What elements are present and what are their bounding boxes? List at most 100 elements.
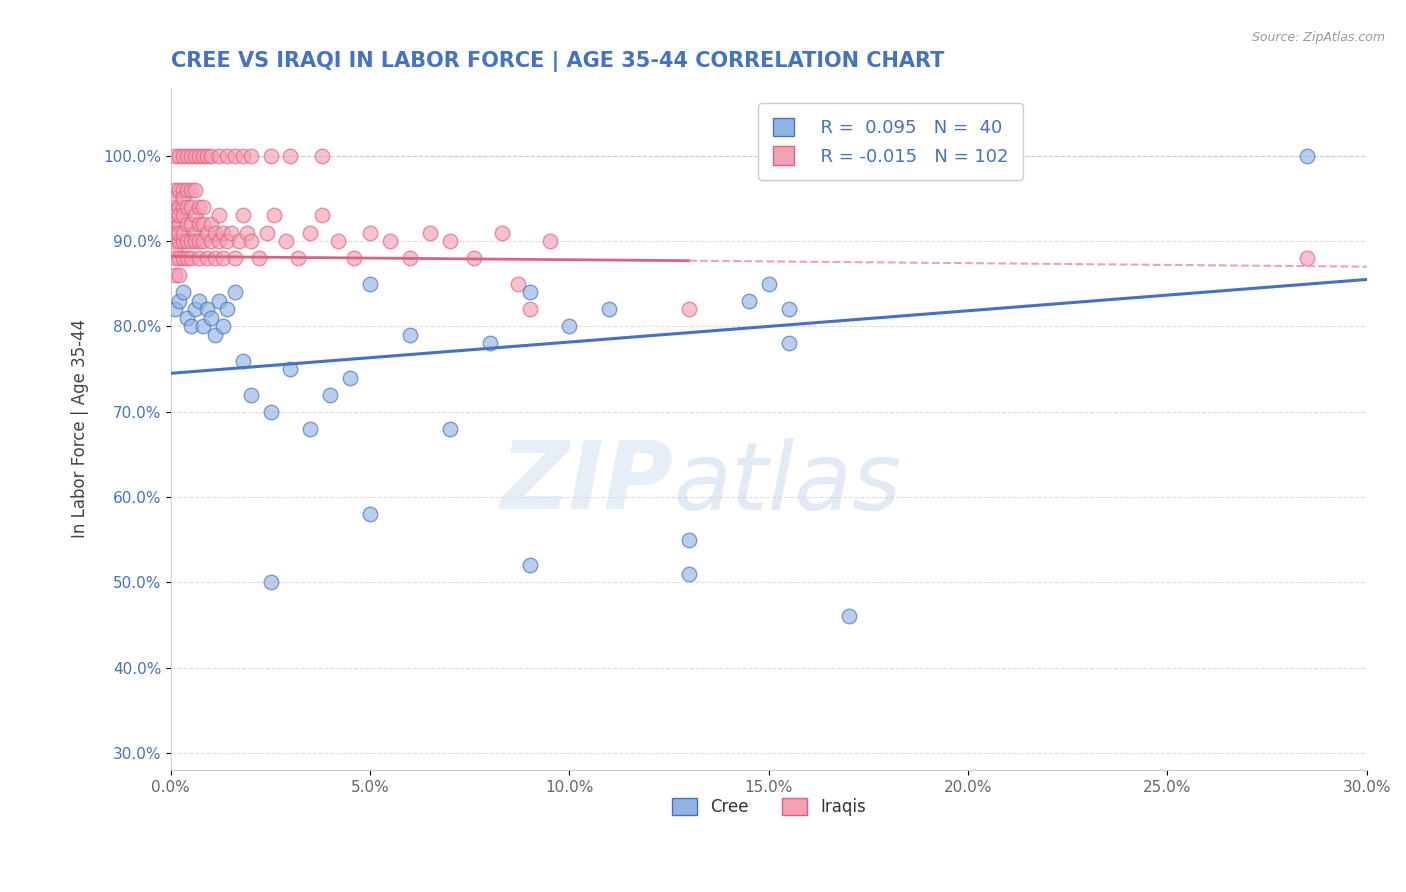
Point (184, 209, 207, 223)
Point (167, 209, 190, 223)
Point (311, 209, 333, 223)
Point (256, 226, 278, 240)
Point (195, 302, 218, 317)
Point (180, 183, 202, 197)
Point (176, 149, 198, 163)
Point (224, 285, 246, 300)
Point (163, 251, 186, 265)
Point (172, 200, 194, 214)
Point (208, 234, 231, 248)
Point (519, 302, 541, 317)
Point (359, 507, 381, 521)
Point (195, 149, 218, 163)
Point (219, 226, 242, 240)
Point (211, 251, 233, 265)
Point (538, 234, 561, 248)
Point (208, 149, 231, 163)
Point (167, 200, 190, 214)
Point (191, 149, 214, 163)
Point (343, 251, 366, 265)
Point (378, 234, 401, 248)
Point (195, 226, 218, 240)
Point (172, 183, 194, 197)
Point (478, 336, 501, 351)
Point (224, 149, 246, 163)
Point (200, 310, 222, 325)
Point (163, 149, 186, 163)
Point (224, 251, 246, 265)
Point (172, 149, 194, 163)
Point (1296, 251, 1319, 265)
Point (558, 319, 581, 334)
Point (172, 251, 194, 265)
Point (187, 234, 209, 248)
Point (187, 149, 209, 163)
Point (195, 251, 218, 265)
Point (163, 234, 186, 248)
Point (184, 149, 207, 163)
Point (280, 362, 302, 376)
Point (211, 226, 233, 240)
Point (247, 251, 270, 265)
Point (184, 302, 207, 317)
Point (678, 566, 700, 581)
Point (239, 149, 262, 163)
Point (204, 226, 226, 240)
Point (778, 302, 800, 317)
Point (180, 251, 202, 265)
Point (163, 226, 186, 240)
Point (299, 226, 322, 240)
Point (191, 319, 214, 334)
Point (204, 251, 226, 265)
Point (191, 234, 214, 248)
Point (678, 533, 700, 547)
Point (163, 243, 186, 257)
Point (838, 609, 860, 624)
Point (232, 353, 254, 368)
Point (359, 226, 381, 240)
Point (439, 422, 461, 436)
Point (778, 336, 800, 351)
Point (172, 226, 194, 240)
Point (163, 200, 186, 214)
Point (215, 149, 238, 163)
Point (263, 209, 285, 223)
Point (163, 302, 186, 317)
Point (328, 234, 350, 248)
Point (280, 149, 302, 163)
Point (167, 149, 190, 163)
Point (191, 200, 214, 214)
Point (180, 234, 202, 248)
Point (235, 226, 257, 240)
Point (299, 422, 322, 436)
Point (339, 370, 361, 384)
Point (176, 251, 198, 265)
Text: ZIP: ZIP (501, 437, 673, 529)
Point (211, 319, 233, 334)
Point (319, 387, 342, 401)
Point (191, 217, 214, 231)
Point (167, 183, 190, 197)
Point (399, 327, 422, 342)
Point (239, 387, 262, 401)
Point (200, 234, 222, 248)
Point (176, 234, 198, 248)
Point (176, 183, 198, 197)
Text: CREE VS IRAQI IN LABOR FORCE | AGE 35-44 CORRELATION CHART: CREE VS IRAQI IN LABOR FORCE | AGE 35-44… (172, 51, 945, 71)
Point (239, 234, 262, 248)
Point (276, 234, 298, 248)
Point (232, 209, 254, 223)
Point (184, 234, 207, 248)
Point (167, 226, 190, 240)
Point (259, 575, 281, 590)
Point (187, 200, 209, 214)
Point (184, 183, 207, 197)
Point (176, 310, 198, 325)
Point (184, 226, 207, 240)
Legend: Cree, Iraqis: Cree, Iraqis (665, 791, 873, 823)
Point (208, 209, 231, 223)
Point (259, 405, 281, 419)
Point (180, 217, 202, 231)
Point (163, 191, 186, 205)
Point (738, 293, 761, 308)
